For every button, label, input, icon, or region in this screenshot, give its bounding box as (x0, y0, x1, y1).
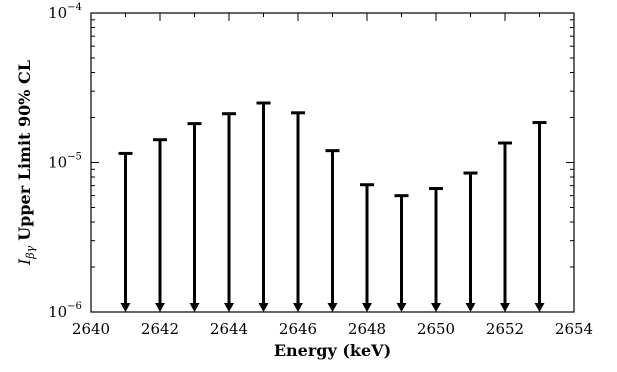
x-tick-label: 2654 (555, 320, 593, 338)
upper-limit-arrow (532, 121, 547, 312)
limit-arrowhead (258, 303, 269, 312)
limit-arrowhead (189, 303, 200, 312)
upper-limit-arrow (463, 171, 478, 312)
upper-limit-arrow (291, 111, 305, 312)
upper-limit-arrow (256, 101, 271, 312)
x-tick-label: 2652 (486, 320, 524, 338)
upper-limit-arrow (429, 187, 443, 312)
upper-limit-arrow (360, 183, 374, 312)
x-tick-label: 2640 (72, 320, 110, 338)
x-axis: 2640 2642 2644 2646 2648 2650 2652 2654 (72, 13, 593, 338)
y-axis-title-subscript: βγ (24, 245, 37, 259)
y-tick-label: 10−6 (48, 301, 82, 321)
upper-limit-arrow (498, 141, 512, 312)
limit-arrowhead (465, 303, 476, 312)
limit-arrowhead (396, 303, 407, 312)
x-tick-label: 2648 (348, 320, 386, 338)
upper-limit-arrow (325, 149, 340, 312)
y-axis-title: Iβγ Upper Limit 90% CL (15, 60, 37, 266)
x-tick-label: 2650 (417, 320, 455, 338)
y-axis: 10−6 10−5 10−4 (48, 2, 574, 321)
y-axis-title-symbol: I (15, 258, 34, 266)
limit-arrowhead (534, 303, 545, 312)
limit-arrowhead (120, 303, 131, 312)
upper-limit-arrow (118, 151, 133, 312)
x-axis-title: Energy (keV) (274, 341, 391, 360)
x-tick-label: 2644 (210, 320, 248, 338)
upper-limit-arrow (222, 112, 236, 312)
upper-limit-arrow (153, 138, 167, 312)
x-tick-label: 2642 (141, 320, 179, 338)
y-tick-label: 10−4 (48, 2, 82, 22)
x-tick-label: 2646 (279, 320, 317, 338)
y-axis-title-text: Upper Limit 90% CL (15, 60, 34, 241)
upper-limit-marks (118, 101, 547, 312)
y-tick-label: 10−5 (48, 152, 82, 172)
upper-limit-arrow (187, 122, 202, 312)
limit-arrowhead (327, 303, 338, 312)
upper-limit-arrow (394, 194, 409, 312)
